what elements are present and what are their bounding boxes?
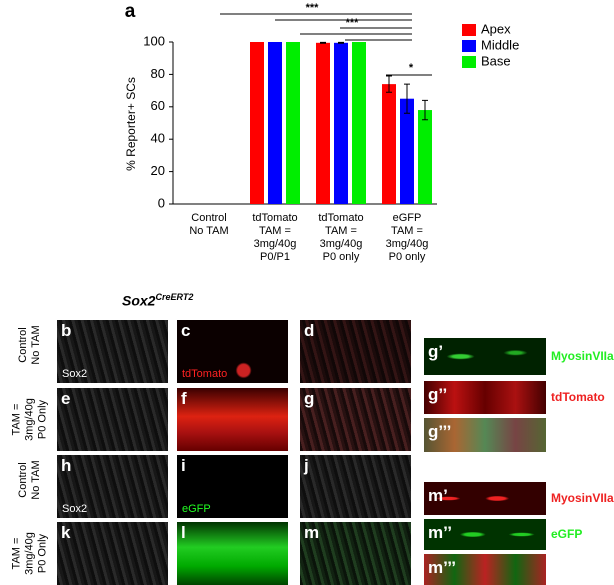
panel-label: a xyxy=(125,1,136,22)
significance-label: *** xyxy=(306,2,320,14)
row-label: TAM = 3mg/40g P0 Only xyxy=(10,531,49,575)
panel-letter: m’ xyxy=(428,486,448,505)
panel-letter: c xyxy=(181,321,191,340)
panel-letter: k xyxy=(61,523,71,542)
channel-label: tdTomato xyxy=(182,368,228,380)
y-tick-label: 0 xyxy=(158,195,165,210)
image-panel: j xyxy=(300,455,411,518)
y-tick-label: 40 xyxy=(151,131,165,146)
image-panel: c tdTomato xyxy=(177,320,288,383)
y-tick-label: 100 xyxy=(143,33,165,48)
bar xyxy=(316,42,330,205)
image-panel: h Sox2 xyxy=(57,455,168,518)
bar xyxy=(334,42,348,205)
x-tick-label: eGFP TAM = 3mg/40g P0 only xyxy=(385,212,429,263)
y-axis-label: % Reporter+ SCs xyxy=(124,77,138,171)
panel-letter: l xyxy=(181,523,186,542)
error-bar xyxy=(386,75,392,93)
panel-letter: g xyxy=(304,389,315,408)
panel-letter: e xyxy=(61,389,71,408)
x-tick-label: tdTomato TAM = 3mg/40g P0 only xyxy=(318,212,364,263)
panel-letter: g’’’ xyxy=(428,422,452,441)
image-panel: i eGFP xyxy=(177,455,288,518)
panel-letter: d xyxy=(304,321,315,340)
title-sup: CreERT2 xyxy=(155,292,194,302)
image-panel: e xyxy=(57,388,168,451)
error-bar xyxy=(404,83,410,114)
x-tick-label: Control No TAM xyxy=(189,212,229,237)
panel-letter: m’’’ xyxy=(428,558,457,577)
bar xyxy=(352,42,366,204)
legend-label: Middle xyxy=(481,37,519,52)
image-panel: l xyxy=(177,522,288,585)
panel-letter: i xyxy=(181,456,186,475)
detail-panel: g’ xyxy=(424,338,546,375)
panel-letter: m’’ xyxy=(428,523,452,542)
legend-label: Base xyxy=(481,53,511,68)
detail-panel: g’’ xyxy=(424,381,546,414)
row-label: Control No TAM xyxy=(17,459,42,500)
legend-label: Apex xyxy=(481,21,511,36)
panel-letter: g’ xyxy=(428,342,444,361)
bar xyxy=(382,84,396,204)
channel-label: Sox2 xyxy=(62,368,88,380)
row-label: TAM = 3mg/40g P0 Only xyxy=(10,397,49,441)
y-tick-label: 80 xyxy=(151,66,165,81)
error-bar xyxy=(320,41,326,44)
bar xyxy=(418,110,432,204)
image-panel: b Sox2 xyxy=(57,320,168,383)
detail-panel: m’’’ xyxy=(424,554,546,585)
image-panel: m xyxy=(300,522,411,585)
detail-channel-label: eGFP xyxy=(551,526,583,541)
image-panel: d xyxy=(300,320,411,383)
bar xyxy=(286,42,300,204)
detail-panel: m’ xyxy=(424,482,546,515)
detail-panel: m’’ xyxy=(424,519,546,550)
detail-channel-label: tdTomato xyxy=(551,389,605,404)
x-tick-label: tdTomato TAM = 3mg/40g P0/P1 xyxy=(252,212,298,263)
error-bar xyxy=(422,99,428,121)
bar xyxy=(268,42,282,204)
image-panel: g xyxy=(300,388,411,451)
panel-letter: f xyxy=(181,389,187,408)
figure-title: Sox2CreERT2 xyxy=(122,292,193,309)
title: Sox2 xyxy=(122,292,156,309)
detail-panel: g’’’ xyxy=(424,418,546,452)
row-label: Control No TAM xyxy=(17,324,42,365)
image-panel: k xyxy=(57,522,168,585)
panel-letter: j xyxy=(304,456,309,475)
error-bar xyxy=(338,41,344,44)
legend-swatch xyxy=(462,24,476,36)
panel-letter: g’’ xyxy=(428,385,448,404)
y-tick-label: 60 xyxy=(151,98,165,113)
y-tick-label: 20 xyxy=(151,163,165,178)
panel-letter: b xyxy=(61,321,72,340)
bar xyxy=(400,98,414,204)
panel-letter: h xyxy=(61,456,72,475)
panel-letter: m xyxy=(304,523,320,542)
chart: a % Reporter+ SCs 020406080100*******Ape… xyxy=(124,1,519,210)
bar xyxy=(250,42,264,204)
significance-label: *** xyxy=(346,17,360,29)
legend-swatch xyxy=(462,56,476,68)
detail-channel-label: MyosinVIIa xyxy=(551,348,614,363)
channel-label: Sox2 xyxy=(62,503,88,515)
image-panel: f xyxy=(177,388,288,451)
channel-label: eGFP xyxy=(182,503,211,515)
detail-channel-label: MyosinVIIa xyxy=(551,490,614,505)
legend-swatch xyxy=(462,40,476,52)
significance-label: * xyxy=(409,62,414,74)
